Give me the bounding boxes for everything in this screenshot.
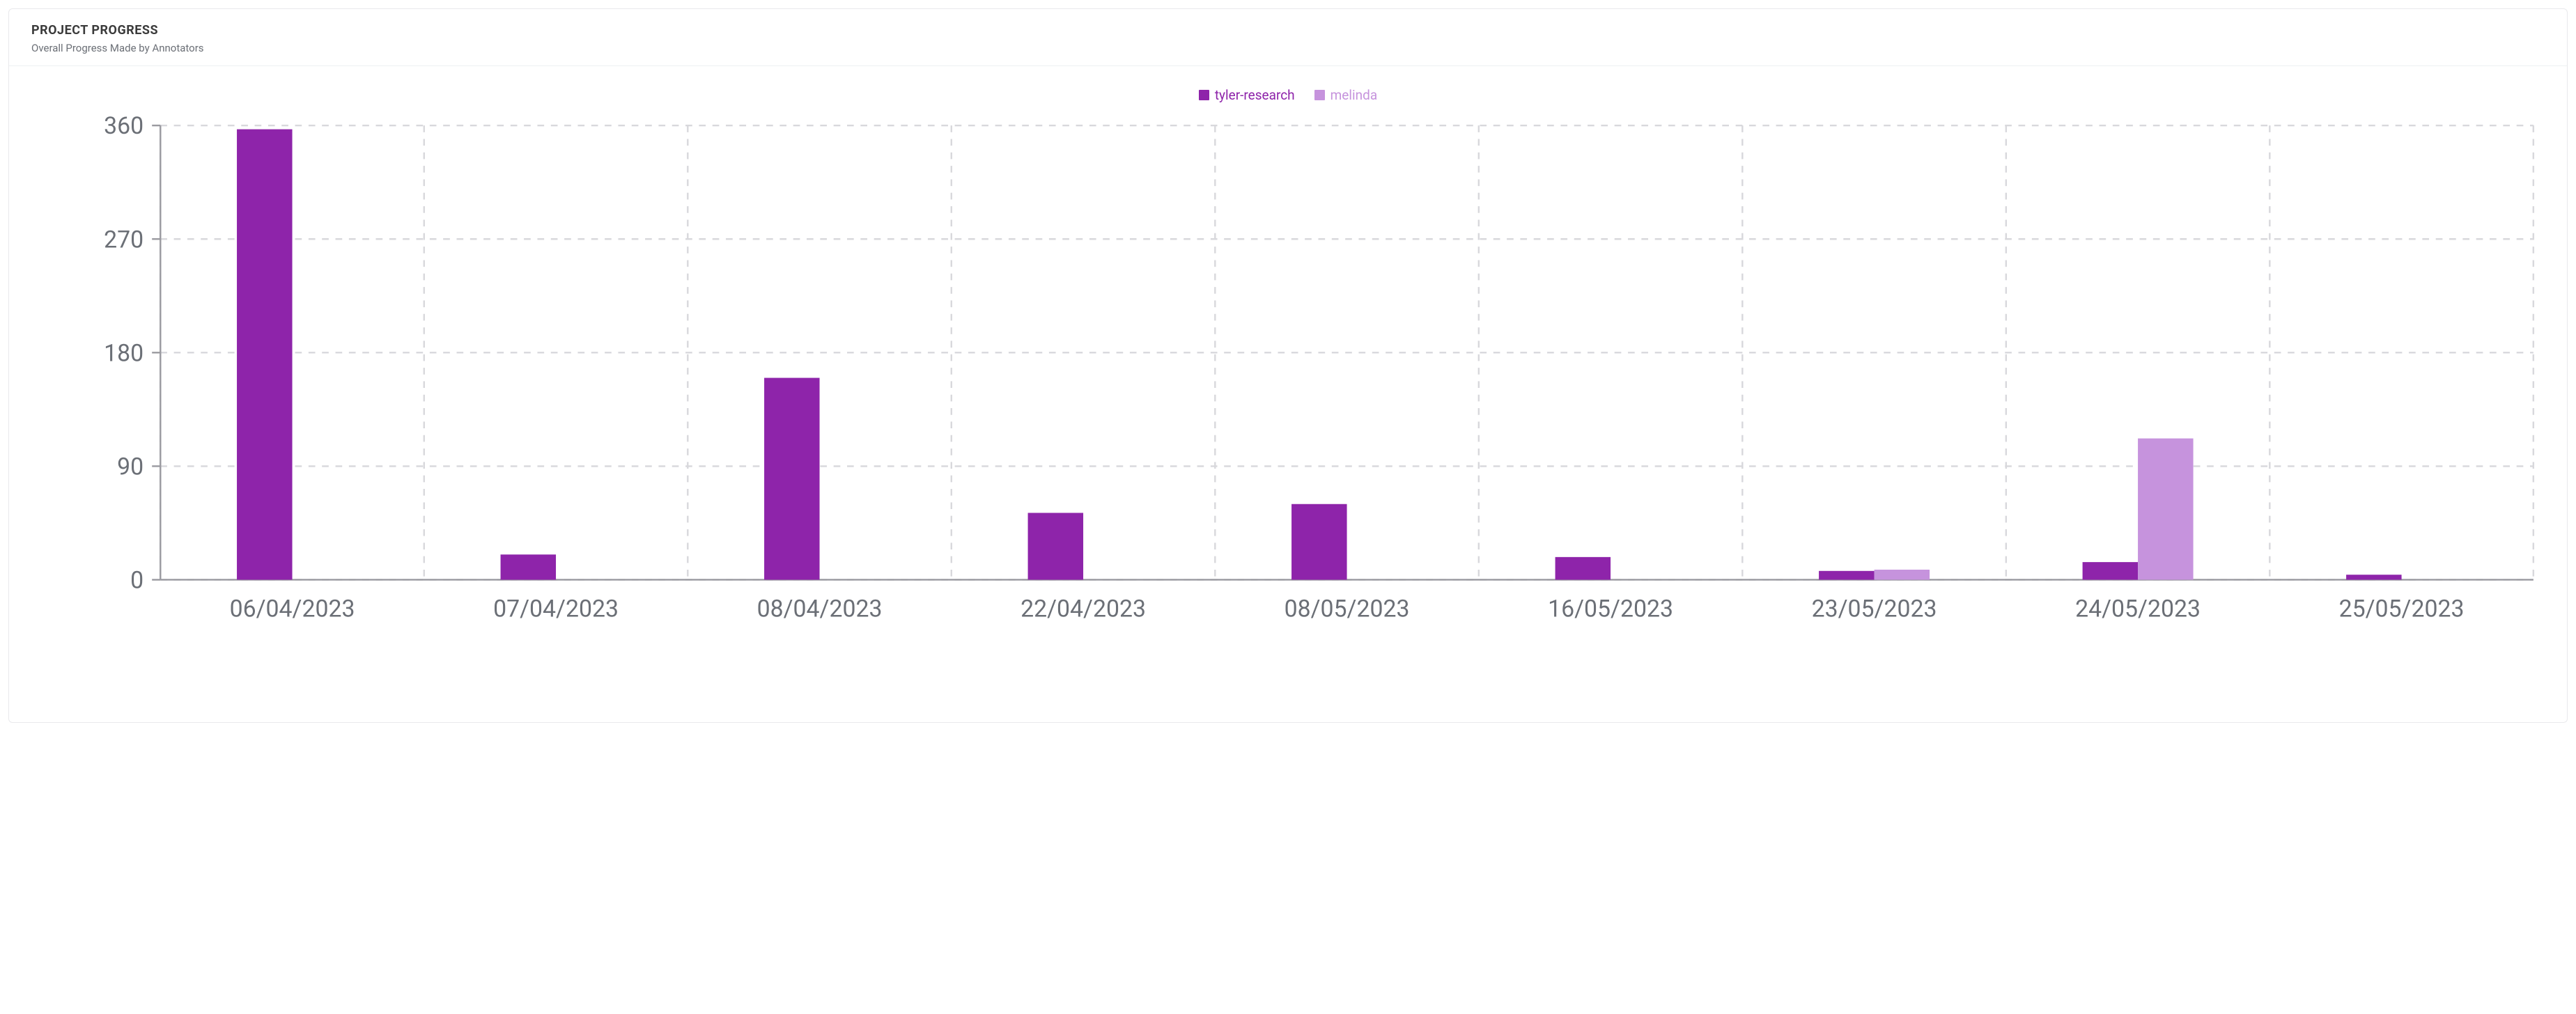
x-tick-label: 08/05/2023 <box>1285 596 1410 623</box>
bar-tyler-research[interactable] <box>764 378 819 580</box>
y-tick-label: 90 <box>117 453 143 481</box>
legend-item-melinda[interactable]: melinda <box>1314 88 1378 102</box>
legend-swatch <box>1314 90 1325 100</box>
chart-area: tyler-research melinda 0 90 180 270 360 06/04/… <box>9 66 2567 722</box>
bar-melinda[interactable] <box>2138 439 2193 580</box>
y-tick-label: 360 <box>104 113 143 140</box>
y-tick-label: 180 <box>104 340 143 367</box>
bar-tyler-research[interactable] <box>1819 571 1874 580</box>
x-tick-label: 08/04/2023 <box>757 596 883 623</box>
bar-tyler-research[interactable] <box>1291 504 1347 580</box>
x-tick-label: 25/05/2023 <box>2339 596 2465 623</box>
bar-tyler-research[interactable] <box>501 554 556 579</box>
legend-item-tyler-research[interactable]: tyler-research <box>1199 88 1295 102</box>
progress-card: PROJECT PROGRESS Overall Progress Made b… <box>8 8 2568 723</box>
legend-swatch <box>1199 90 1209 100</box>
x-tick-label: 24/05/2023 <box>2075 596 2201 623</box>
legend-label: melinda <box>1330 88 1378 102</box>
x-tick-label: 16/05/2023 <box>1548 596 1673 623</box>
y-tick-label: 270 <box>104 226 143 254</box>
x-tick-label: 23/05/2023 <box>1812 596 1937 623</box>
bar-tyler-research[interactable] <box>2083 562 2138 579</box>
x-tick-label: 22/04/2023 <box>1021 596 1146 623</box>
x-tick-label: 07/04/2023 <box>493 596 619 623</box>
chart-legend: tyler-research melinda <box>26 88 2550 102</box>
bar-tyler-research[interactable] <box>1555 557 1611 580</box>
card-header: PROJECT PROGRESS Overall Progress Made b… <box>9 9 2567 66</box>
card-subtitle: Overall Progress Made by Annotators <box>31 42 2545 54</box>
legend-label: tyler-research <box>1215 88 1295 102</box>
bar-melinda[interactable] <box>1875 570 1930 579</box>
x-tick-label: 06/04/2023 <box>230 596 355 623</box>
progress-bar-chart: 0 90 180 270 360 06/04/2023 07/04/2023 08/04/20… <box>26 109 2550 680</box>
bar-tyler-research[interactable] <box>1028 513 1083 579</box>
bar-tyler-research[interactable] <box>237 130 292 580</box>
y-tick-label: 0 <box>130 568 143 595</box>
bar-tyler-research[interactable] <box>2346 575 2401 579</box>
card-title: PROJECT PROGRESS <box>31 23 2545 38</box>
